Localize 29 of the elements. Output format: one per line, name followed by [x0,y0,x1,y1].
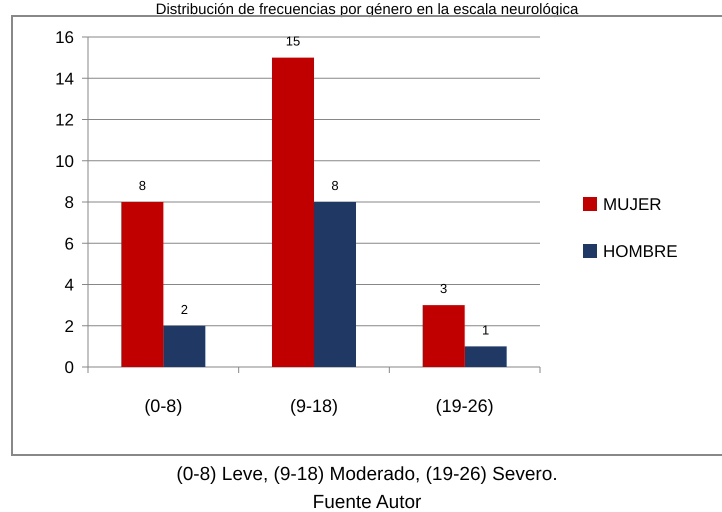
data-label: 15 [286,34,300,49]
y-tick-label: 0 [64,358,74,377]
data-label: 1 [482,322,490,338]
y-tick-label: 2 [64,316,74,336]
legend-label: HOMBRE [603,242,678,261]
source-note: Fuente Autor [312,492,422,512]
y-tick-label: 6 [64,234,74,254]
data-label: 3 [440,281,448,296]
x-tick-label: (9-18) [290,396,338,416]
legend-label: MUJER [603,195,662,214]
bar [314,202,356,367]
y-tick-label: 10 [55,152,74,171]
y-tick-label: 14 [55,69,74,88]
y-tick-label: 12 [55,110,74,130]
y-tick-label: 8 [64,193,74,212]
x-tick-label: (19-26) [436,396,494,416]
y-tick-label: 16 [55,28,74,47]
data-label: 2 [180,302,188,317]
chart-title: Distribución de frecuencias por género en la escala neurológica [156,1,580,18]
bar [464,346,507,367]
bar [163,326,206,367]
data-label: 8 [138,178,146,193]
y-tick-label: 4 [64,276,74,294]
bar [121,202,164,367]
text: (0-8) Leve, (9-18) Moderado, (19-26) Severo. [176,464,558,485]
bar [422,305,465,367]
bar [272,58,314,367]
data-label: 8 [331,178,339,193]
x-tick-label: (0-8) [144,396,182,416]
